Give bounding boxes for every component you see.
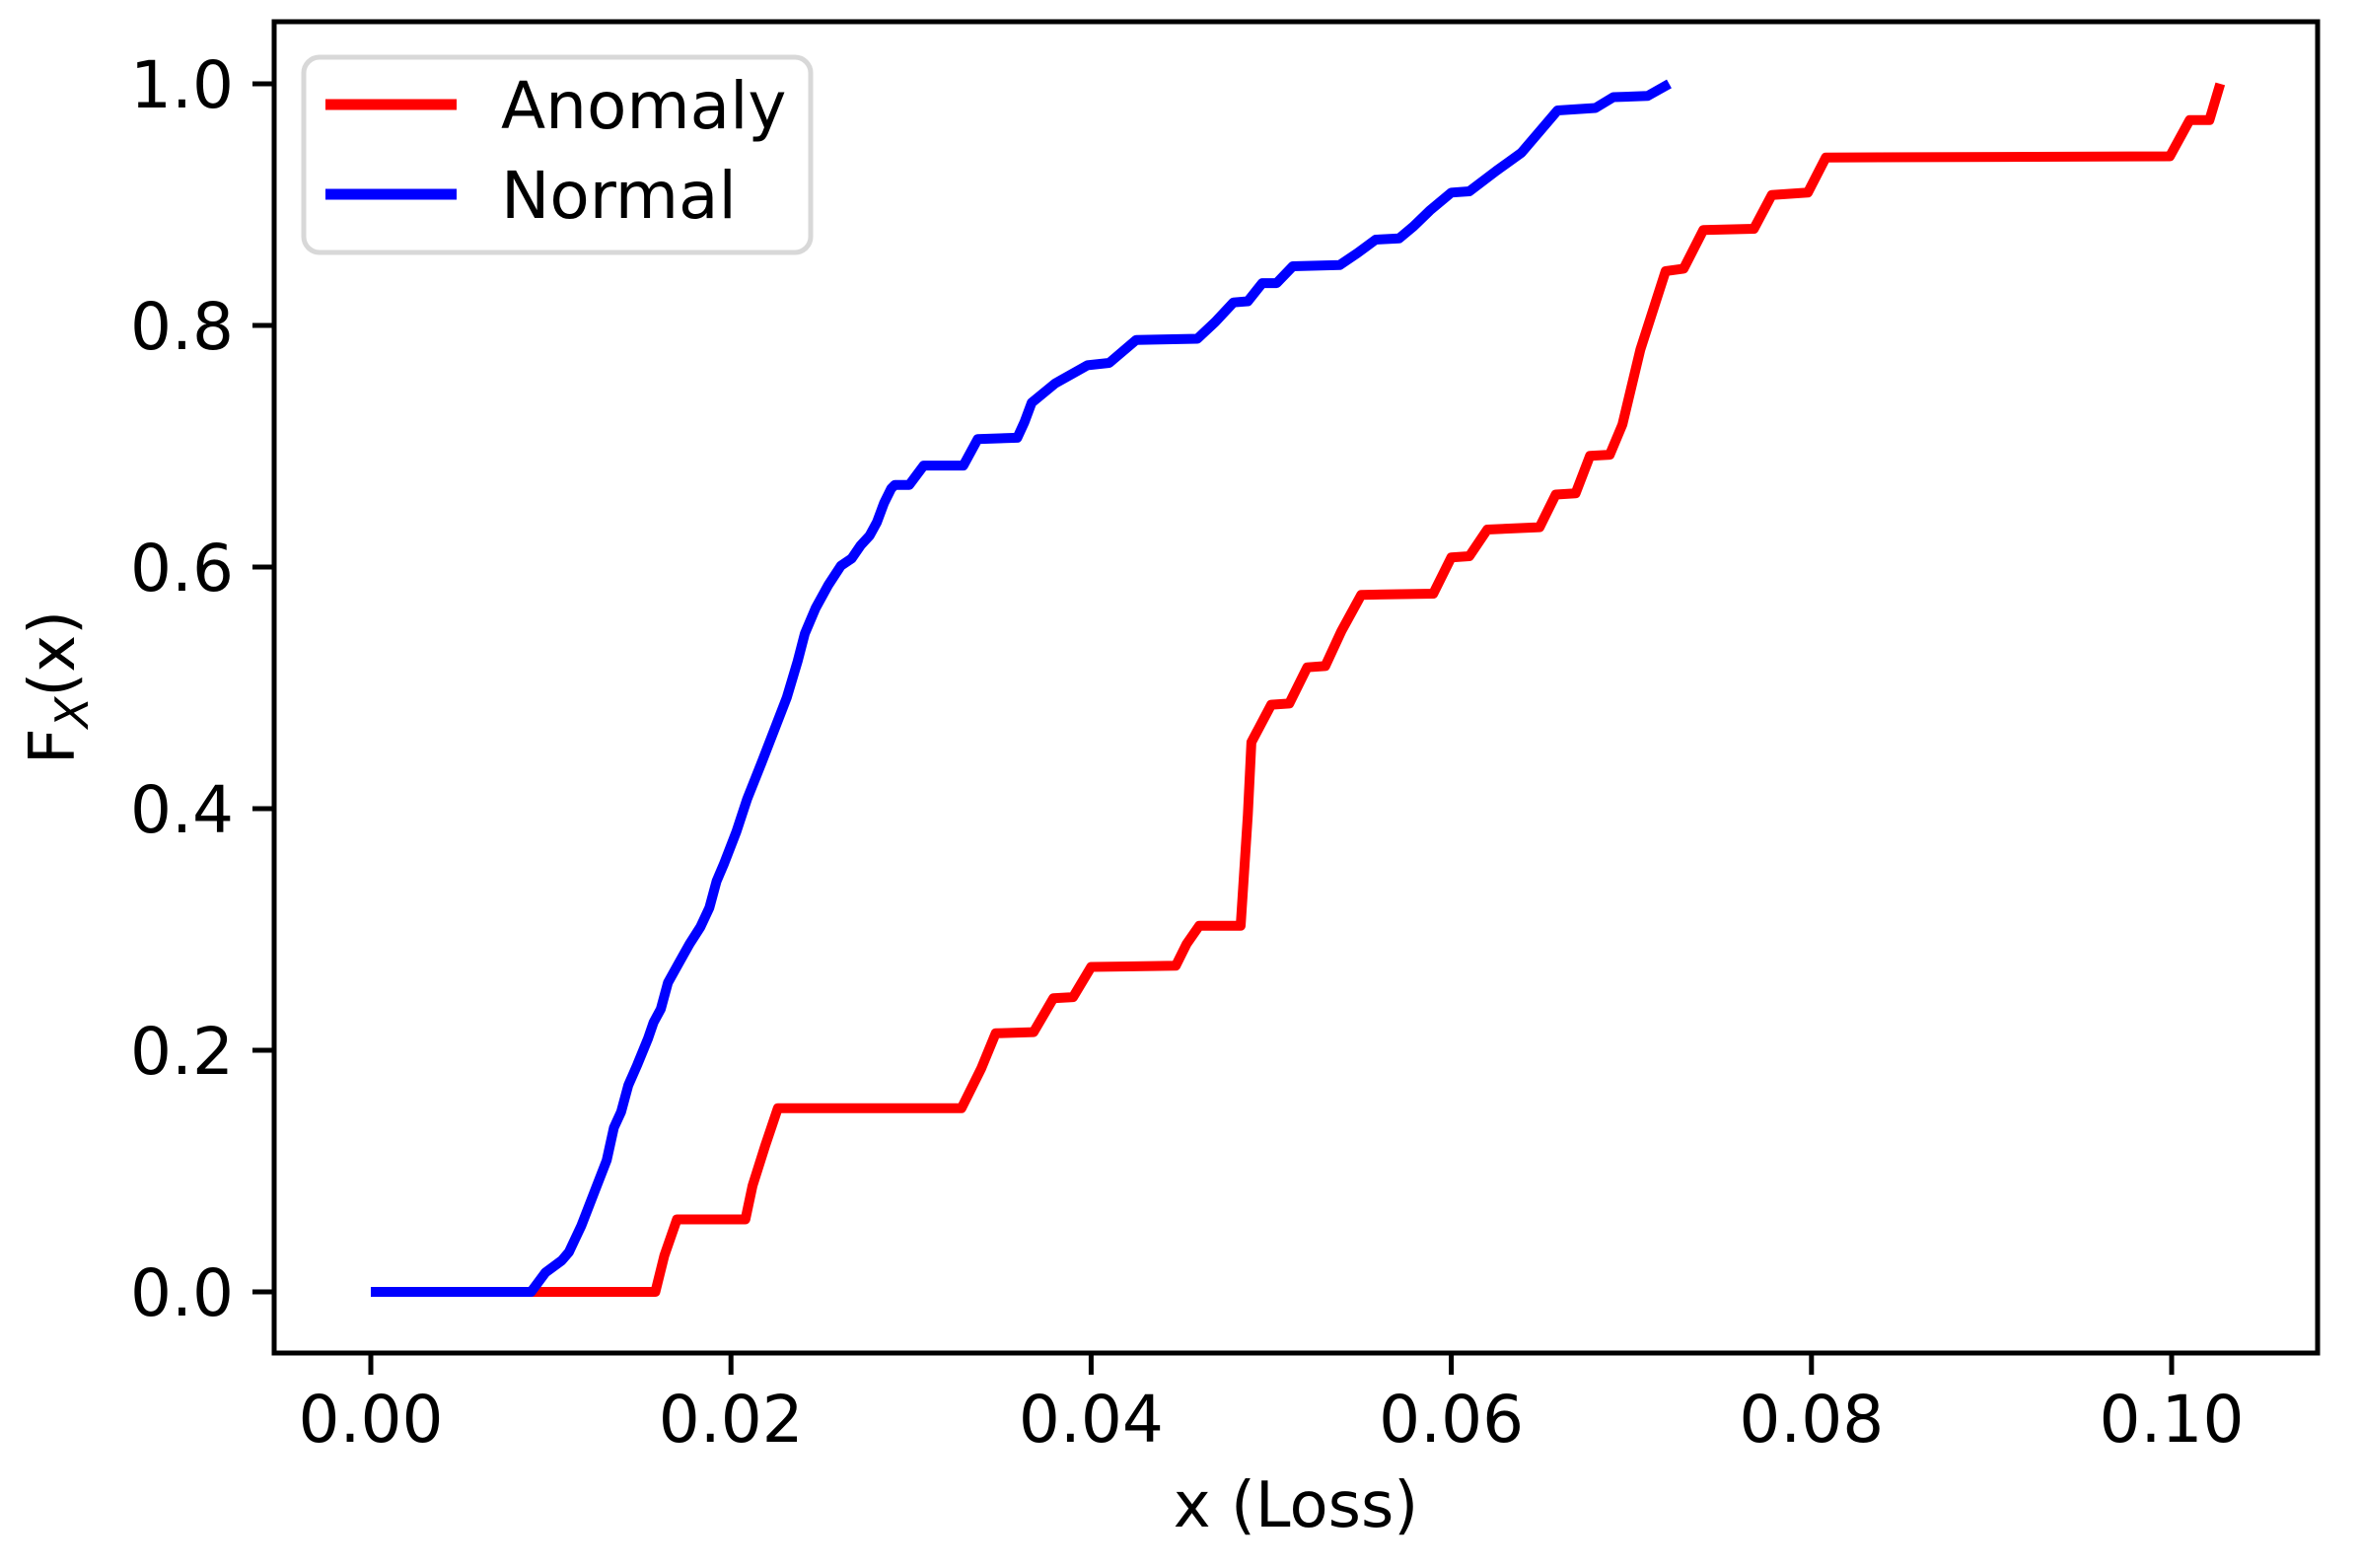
legend-label-anomaly: Anomaly <box>501 68 787 144</box>
x-tick-label: 0.02 <box>659 1382 804 1458</box>
x-tick-label: 0.10 <box>2100 1382 2245 1458</box>
curve-anomaly <box>371 82 2226 1297</box>
legend: Anomaly Normal <box>301 54 814 255</box>
plot-frame <box>271 19 2321 1356</box>
x-tick-label: 0.06 <box>1379 1382 1524 1458</box>
y-tick-label: 0.2 <box>130 1014 234 1090</box>
y-axis-ticks: 0.0 0.2 0.4 0.6 0.8 1.0 <box>130 47 274 1331</box>
curve-normal <box>371 79 1672 1297</box>
y-tick-label: 1.0 <box>130 47 234 123</box>
y-tick-label: 0.6 <box>130 531 234 606</box>
y-tick-label: 0.0 <box>130 1255 234 1331</box>
y-axis-label: FX(x) <box>17 610 99 764</box>
y-tick-label: 0.4 <box>130 772 234 848</box>
legend-label-normal: Normal <box>501 158 737 234</box>
x-axis-label: x (Loss) <box>1174 1469 1419 1542</box>
data-curves <box>371 79 2226 1297</box>
x-tick-label: 0.08 <box>1739 1382 1884 1458</box>
y-tick-label: 0.8 <box>130 289 234 365</box>
x-tick-label: 0.00 <box>299 1382 444 1458</box>
x-tick-label: 0.04 <box>1019 1382 1164 1458</box>
x-axis-ticks: 0.00 0.02 0.04 0.06 0.08 0.10 <box>299 1353 2245 1458</box>
